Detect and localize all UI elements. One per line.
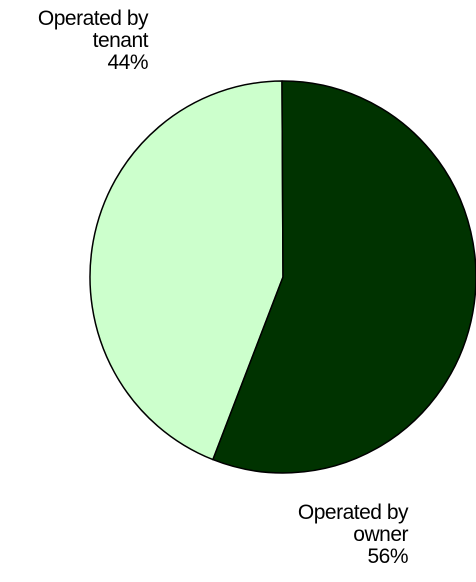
pie-slice-owner <box>212 80 476 474</box>
slice-label-owner: Operated by owner 56% <box>250 501 409 568</box>
slice-label-tenant: Operated by tenant 44% <box>0 7 149 74</box>
slice-label-owner-line1: Operated by <box>297 501 409 524</box>
slice-label-tenant-line1: Operated by <box>37 7 149 30</box>
slice-percent-owner: 56% <box>367 545 408 568</box>
pie-slice-tenant <box>89 80 284 461</box>
slice-label-tenant-line2: tenant <box>92 29 149 52</box>
slice-percent-tenant: 44% <box>107 51 148 74</box>
slice-label-owner-line2: owner <box>353 523 408 546</box>
